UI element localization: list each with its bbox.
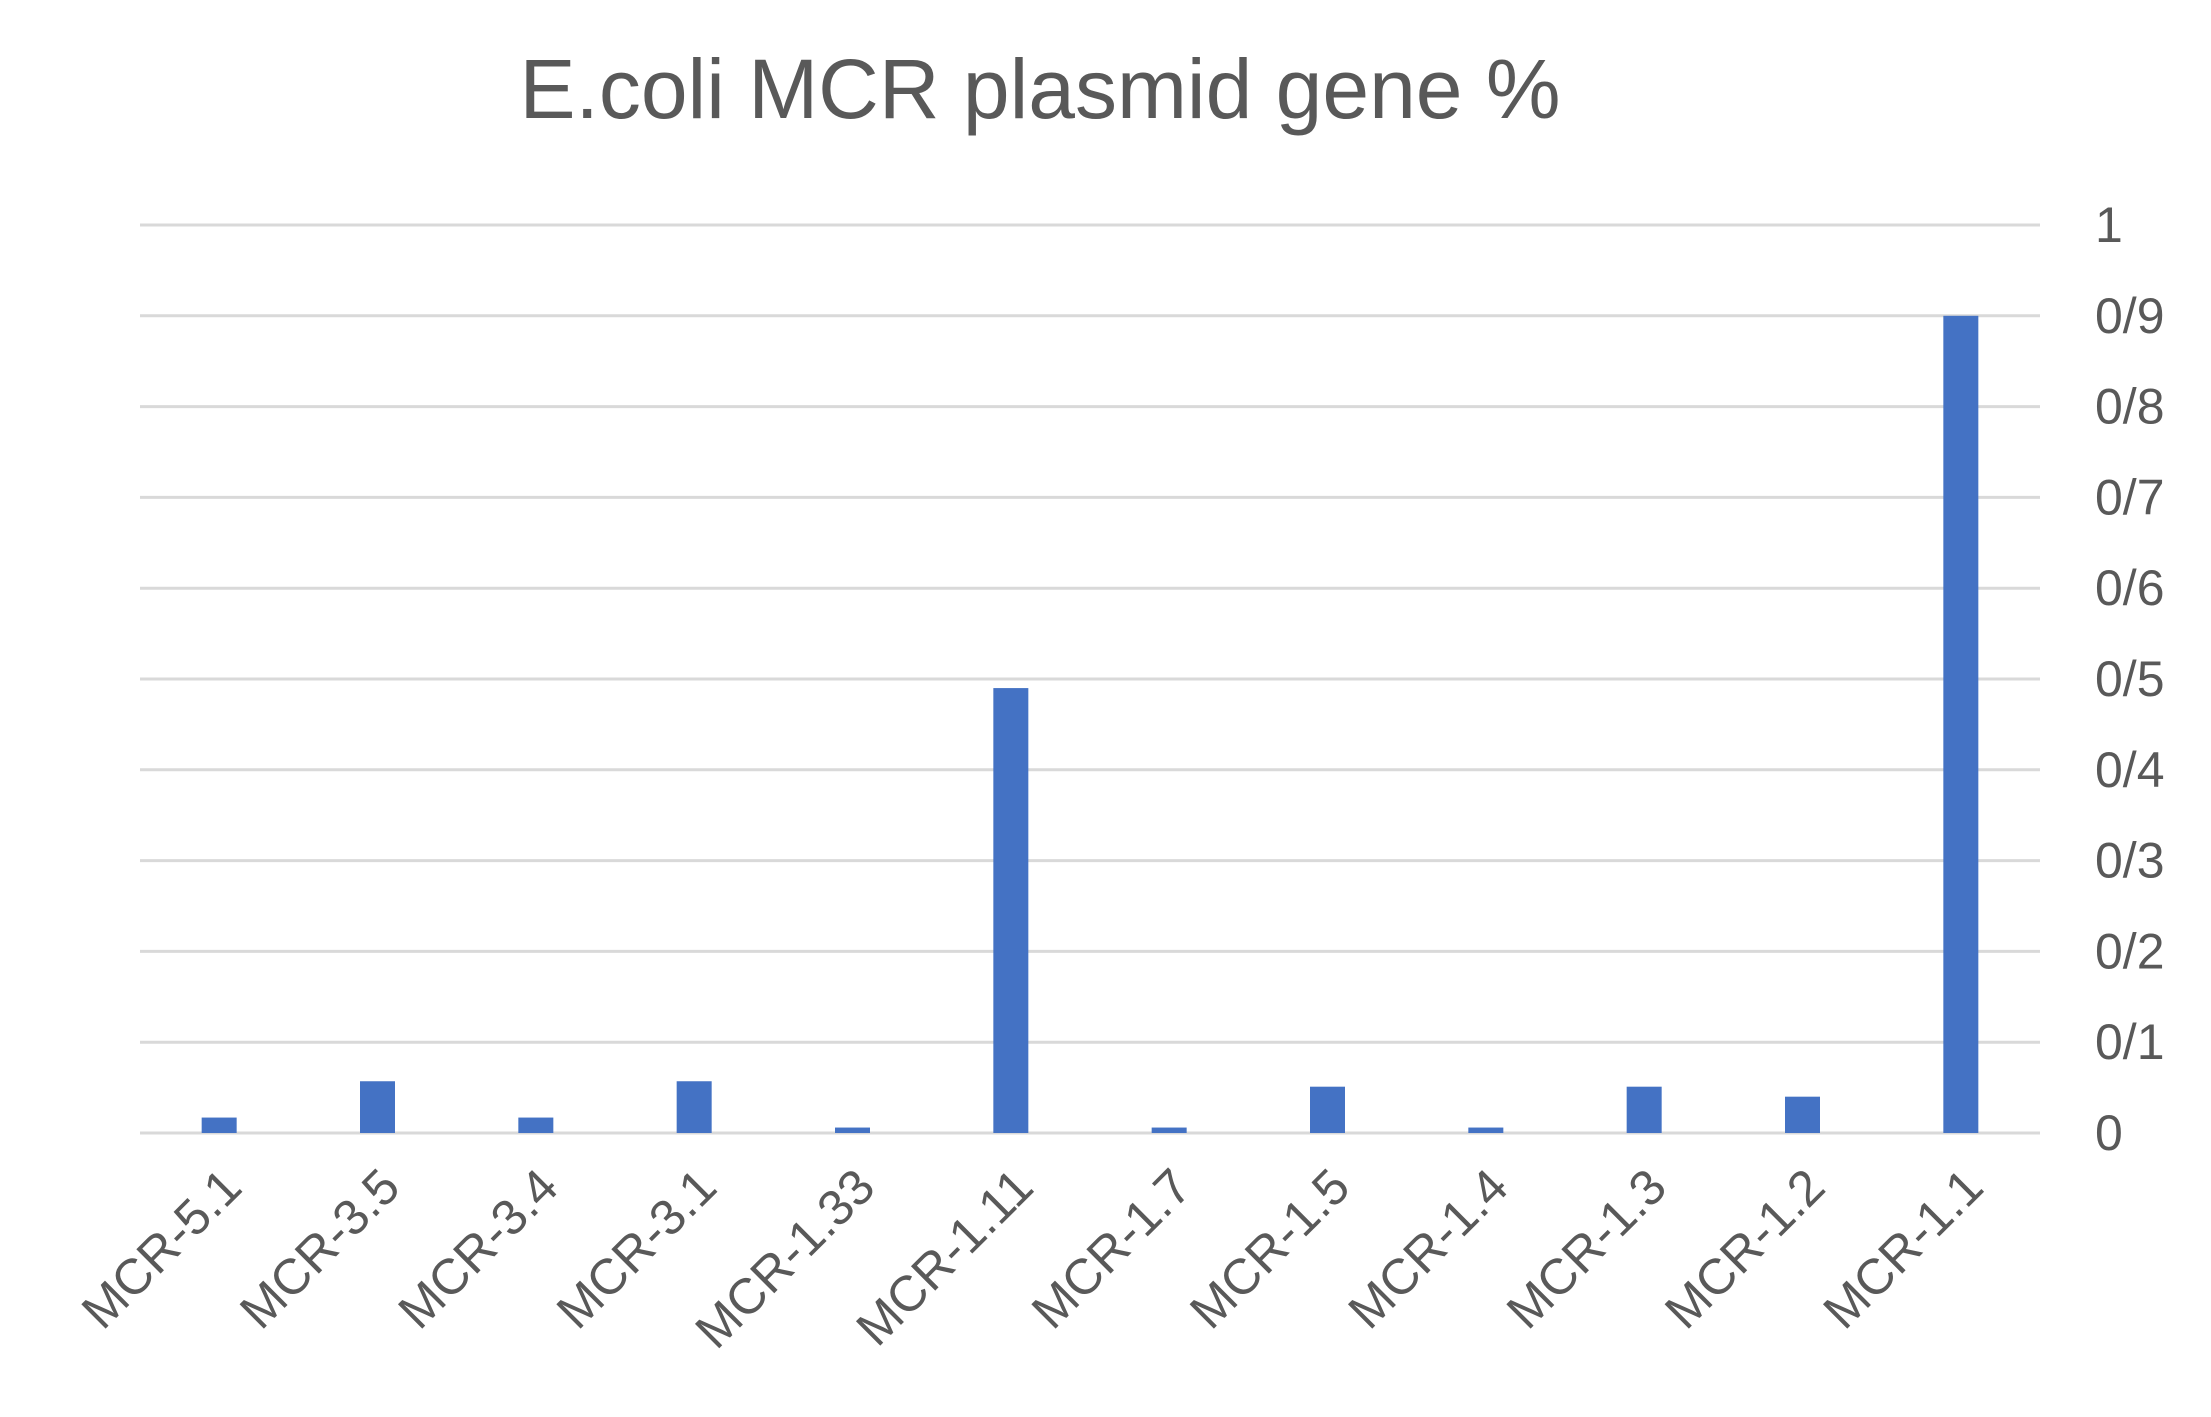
bar: [360, 1081, 395, 1133]
y-tick-label: 0/7: [2095, 469, 2165, 525]
y-tick-label: 0/4: [2095, 742, 2165, 798]
chart-title: E.coli MCR plasmid gene %: [519, 42, 1560, 136]
bar: [201, 1117, 237, 1133]
bar: [1310, 1086, 1345, 1133]
y-tick-label: 0/5: [2095, 651, 2165, 707]
bar: [1785, 1096, 1820, 1133]
bars: [201, 315, 1979, 1133]
y-tick-label: 0: [2095, 1105, 2123, 1161]
y-axis-tick-labels: 0 0/1 0/2 0/3 0/4 0/5 0/6 0/7 0/8 0/9 1: [2095, 197, 2165, 1161]
bar: [835, 1127, 870, 1133]
bar: [1468, 1127, 1504, 1133]
bar: [676, 1081, 712, 1133]
y-tick-label: 0/6: [2095, 560, 2165, 616]
bar: [993, 688, 1029, 1133]
bar: [1626, 1086, 1662, 1133]
bar: [1151, 1127, 1187, 1133]
y-tick-label: 0/3: [2095, 833, 2165, 889]
gridlines: [140, 223, 2040, 1135]
y-tick-label: 0/9: [2095, 288, 2165, 344]
bar: [518, 1117, 554, 1133]
y-tick-label: 0/8: [2095, 379, 2165, 435]
y-tick-label: 1: [2095, 197, 2123, 253]
y-tick-label: 0/1: [2095, 1014, 2165, 1070]
bar: [1943, 315, 1979, 1133]
y-tick-label: 0/2: [2095, 923, 2165, 979]
